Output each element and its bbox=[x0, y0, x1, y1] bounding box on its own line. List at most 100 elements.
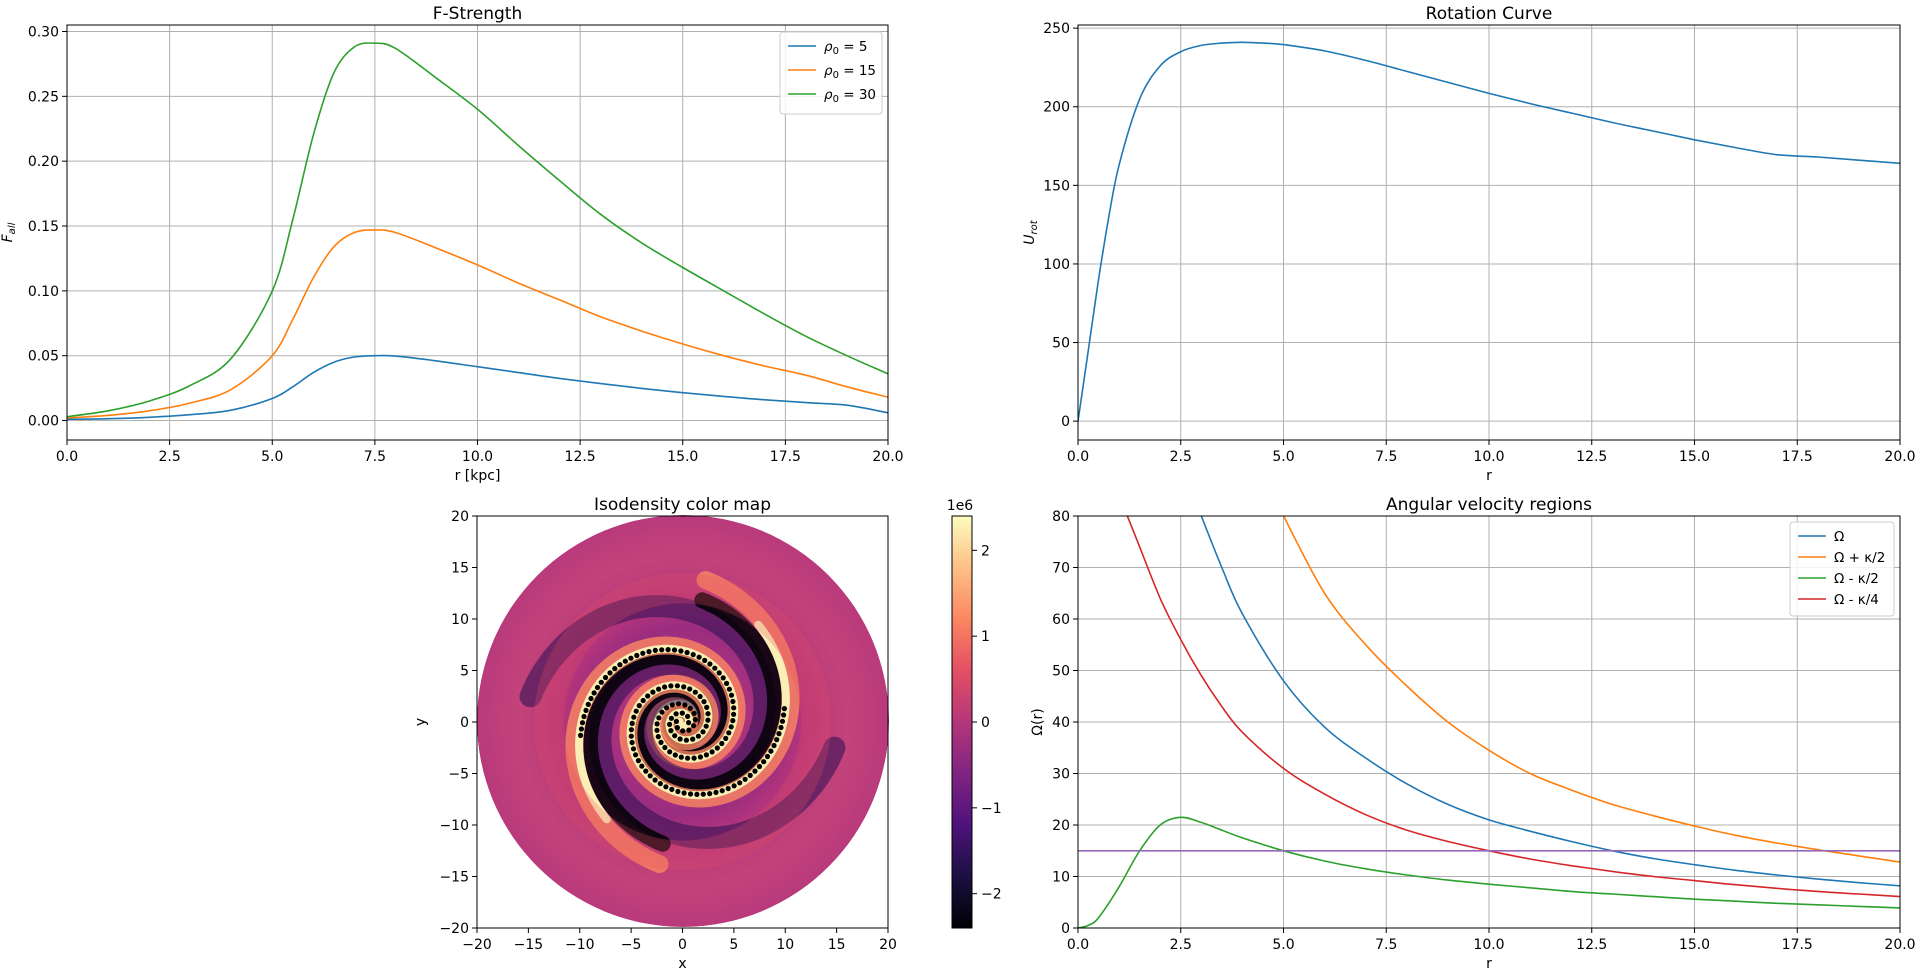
isodensity-xtick-label: −15 bbox=[514, 937, 544, 953]
angular-y-ticks: 0 10 20 30 40 50 60 70 80 bbox=[1052, 509, 1078, 937]
colorbar-tick-label: 1 bbox=[981, 629, 990, 645]
arm-point bbox=[691, 755, 697, 761]
arm-point bbox=[716, 670, 722, 676]
arm-point bbox=[707, 791, 713, 797]
arm-point bbox=[652, 647, 658, 654]
arm-point bbox=[667, 749, 673, 755]
arm-point bbox=[629, 739, 635, 746]
fstrength-series-0 bbox=[67, 354, 888, 421]
fstrength-legend: ρ0 = 5 ρ0 = 15 ρ0 = 30 bbox=[779, 31, 883, 115]
arm-point bbox=[669, 702, 675, 708]
isodensity-xtick-label: 15 bbox=[828, 937, 846, 953]
arm-point bbox=[719, 788, 725, 794]
arm-point bbox=[678, 754, 684, 760]
arm-point bbox=[731, 711, 737, 717]
fstrength-y-ticks: 0.00 0.05 0.10 0.15 0.20 0.25 0.30 bbox=[28, 24, 67, 430]
colorbar-tick-label: −1 bbox=[981, 801, 1002, 817]
arm-point bbox=[669, 786, 675, 793]
arm-point bbox=[691, 710, 697, 717]
arm-point bbox=[709, 749, 715, 755]
isodensity-ytick-label: 0 bbox=[460, 715, 469, 731]
fstrength-ytick-label: 0.30 bbox=[28, 24, 59, 40]
arm-point bbox=[683, 737, 690, 743]
arm-point bbox=[695, 733, 702, 739]
arm-point bbox=[686, 727, 692, 733]
density-outer-ring bbox=[533, 573, 832, 871]
arm-point bbox=[712, 665, 718, 671]
colorbar-tick-label: 0 bbox=[981, 715, 990, 731]
angular-ytick-label: 30 bbox=[1052, 767, 1070, 783]
fstrength-xtick-label: 20.0 bbox=[872, 449, 903, 465]
angular-series-0 bbox=[1200, 516, 1900, 887]
arm-point bbox=[579, 720, 586, 726]
fstrength-grid bbox=[66, 25, 889, 440]
isodensity-ytick-label: 5 bbox=[460, 664, 469, 680]
arm-point bbox=[730, 698, 736, 705]
rotation-series-0 bbox=[1078, 41, 1900, 422]
arm-point bbox=[578, 726, 585, 732]
arm-point bbox=[675, 788, 681, 795]
arm-point bbox=[724, 680, 730, 687]
angular-legend-label: Ω - κ/2 bbox=[1834, 571, 1879, 587]
isodensity-xlabel: x bbox=[678, 956, 686, 972]
rotation-xtick-label: 7.5 bbox=[1375, 449, 1397, 465]
arm-point bbox=[628, 655, 634, 661]
arm-point bbox=[674, 725, 681, 731]
arm-point bbox=[639, 763, 645, 769]
isodensity-ytick-label: 15 bbox=[451, 561, 469, 577]
arm-point bbox=[756, 763, 763, 770]
rotation-series bbox=[1078, 41, 1900, 422]
fstrength-xtick-label: 10.0 bbox=[462, 449, 493, 465]
angular-series-1 bbox=[1282, 516, 1900, 863]
arm-point bbox=[761, 759, 767, 765]
rotation-ylabel: Urot bbox=[1022, 219, 1040, 244]
arm-point bbox=[714, 745, 720, 751]
angular-legend-box bbox=[1789, 521, 1895, 617]
arm-point bbox=[662, 744, 668, 751]
arm-point bbox=[585, 701, 591, 708]
angular-ytick-label: 70 bbox=[1052, 561, 1070, 577]
arm-point bbox=[696, 654, 702, 660]
fstrength-ytick-label: 0.00 bbox=[28, 414, 59, 430]
arm-point bbox=[629, 720, 635, 727]
arm-point bbox=[752, 768, 758, 774]
arm-point bbox=[726, 686, 733, 692]
arm-point bbox=[691, 723, 697, 729]
arm-point bbox=[630, 746, 637, 752]
rotation-ytick-label: 0 bbox=[1061, 414, 1070, 430]
arm-point bbox=[640, 697, 646, 704]
isodensity-title: Isodensity color map bbox=[594, 495, 771, 515]
arm-point bbox=[674, 683, 681, 689]
angular-xtick-label: 20.0 bbox=[1884, 937, 1915, 953]
arm-point bbox=[672, 733, 678, 739]
arm-point bbox=[781, 706, 788, 712]
arm-point bbox=[703, 723, 709, 729]
arm-point bbox=[681, 790, 687, 796]
rotation-xtick-label: 0.0 bbox=[1067, 449, 1089, 465]
arm-point bbox=[690, 652, 696, 658]
arm-point bbox=[654, 721, 660, 727]
arm-point bbox=[686, 720, 692, 726]
isodensity-arm-points bbox=[578, 647, 788, 798]
arm-point bbox=[673, 711, 679, 717]
arm-point bbox=[725, 785, 731, 792]
rotation-xtick-label: 2.5 bbox=[1170, 449, 1192, 465]
isodensity-ytick-label: 20 bbox=[451, 509, 469, 525]
rotation-xtick-label: 17.5 bbox=[1782, 449, 1813, 465]
angular-panel: 0.0 2.5 5.0 7.5 10.0 12.5 15.0 17.5 20.0 0 10 20 30… bbox=[1030, 495, 1916, 972]
arm-point bbox=[635, 758, 642, 764]
arm-point bbox=[707, 661, 713, 667]
arm-point bbox=[650, 689, 656, 695]
arm-point bbox=[731, 783, 737, 789]
arm-point bbox=[633, 708, 639, 714]
arm-point bbox=[622, 658, 628, 664]
arm-point bbox=[687, 705, 693, 711]
arm-point bbox=[581, 713, 587, 720]
arm-point bbox=[598, 679, 604, 685]
arm-point bbox=[647, 773, 653, 779]
angular-xtick-label: 7.5 bbox=[1375, 937, 1397, 953]
arm-point bbox=[672, 752, 678, 758]
angular-ytick-label: 10 bbox=[1052, 870, 1070, 886]
fstrength-ytick-label: 0.15 bbox=[28, 219, 59, 235]
